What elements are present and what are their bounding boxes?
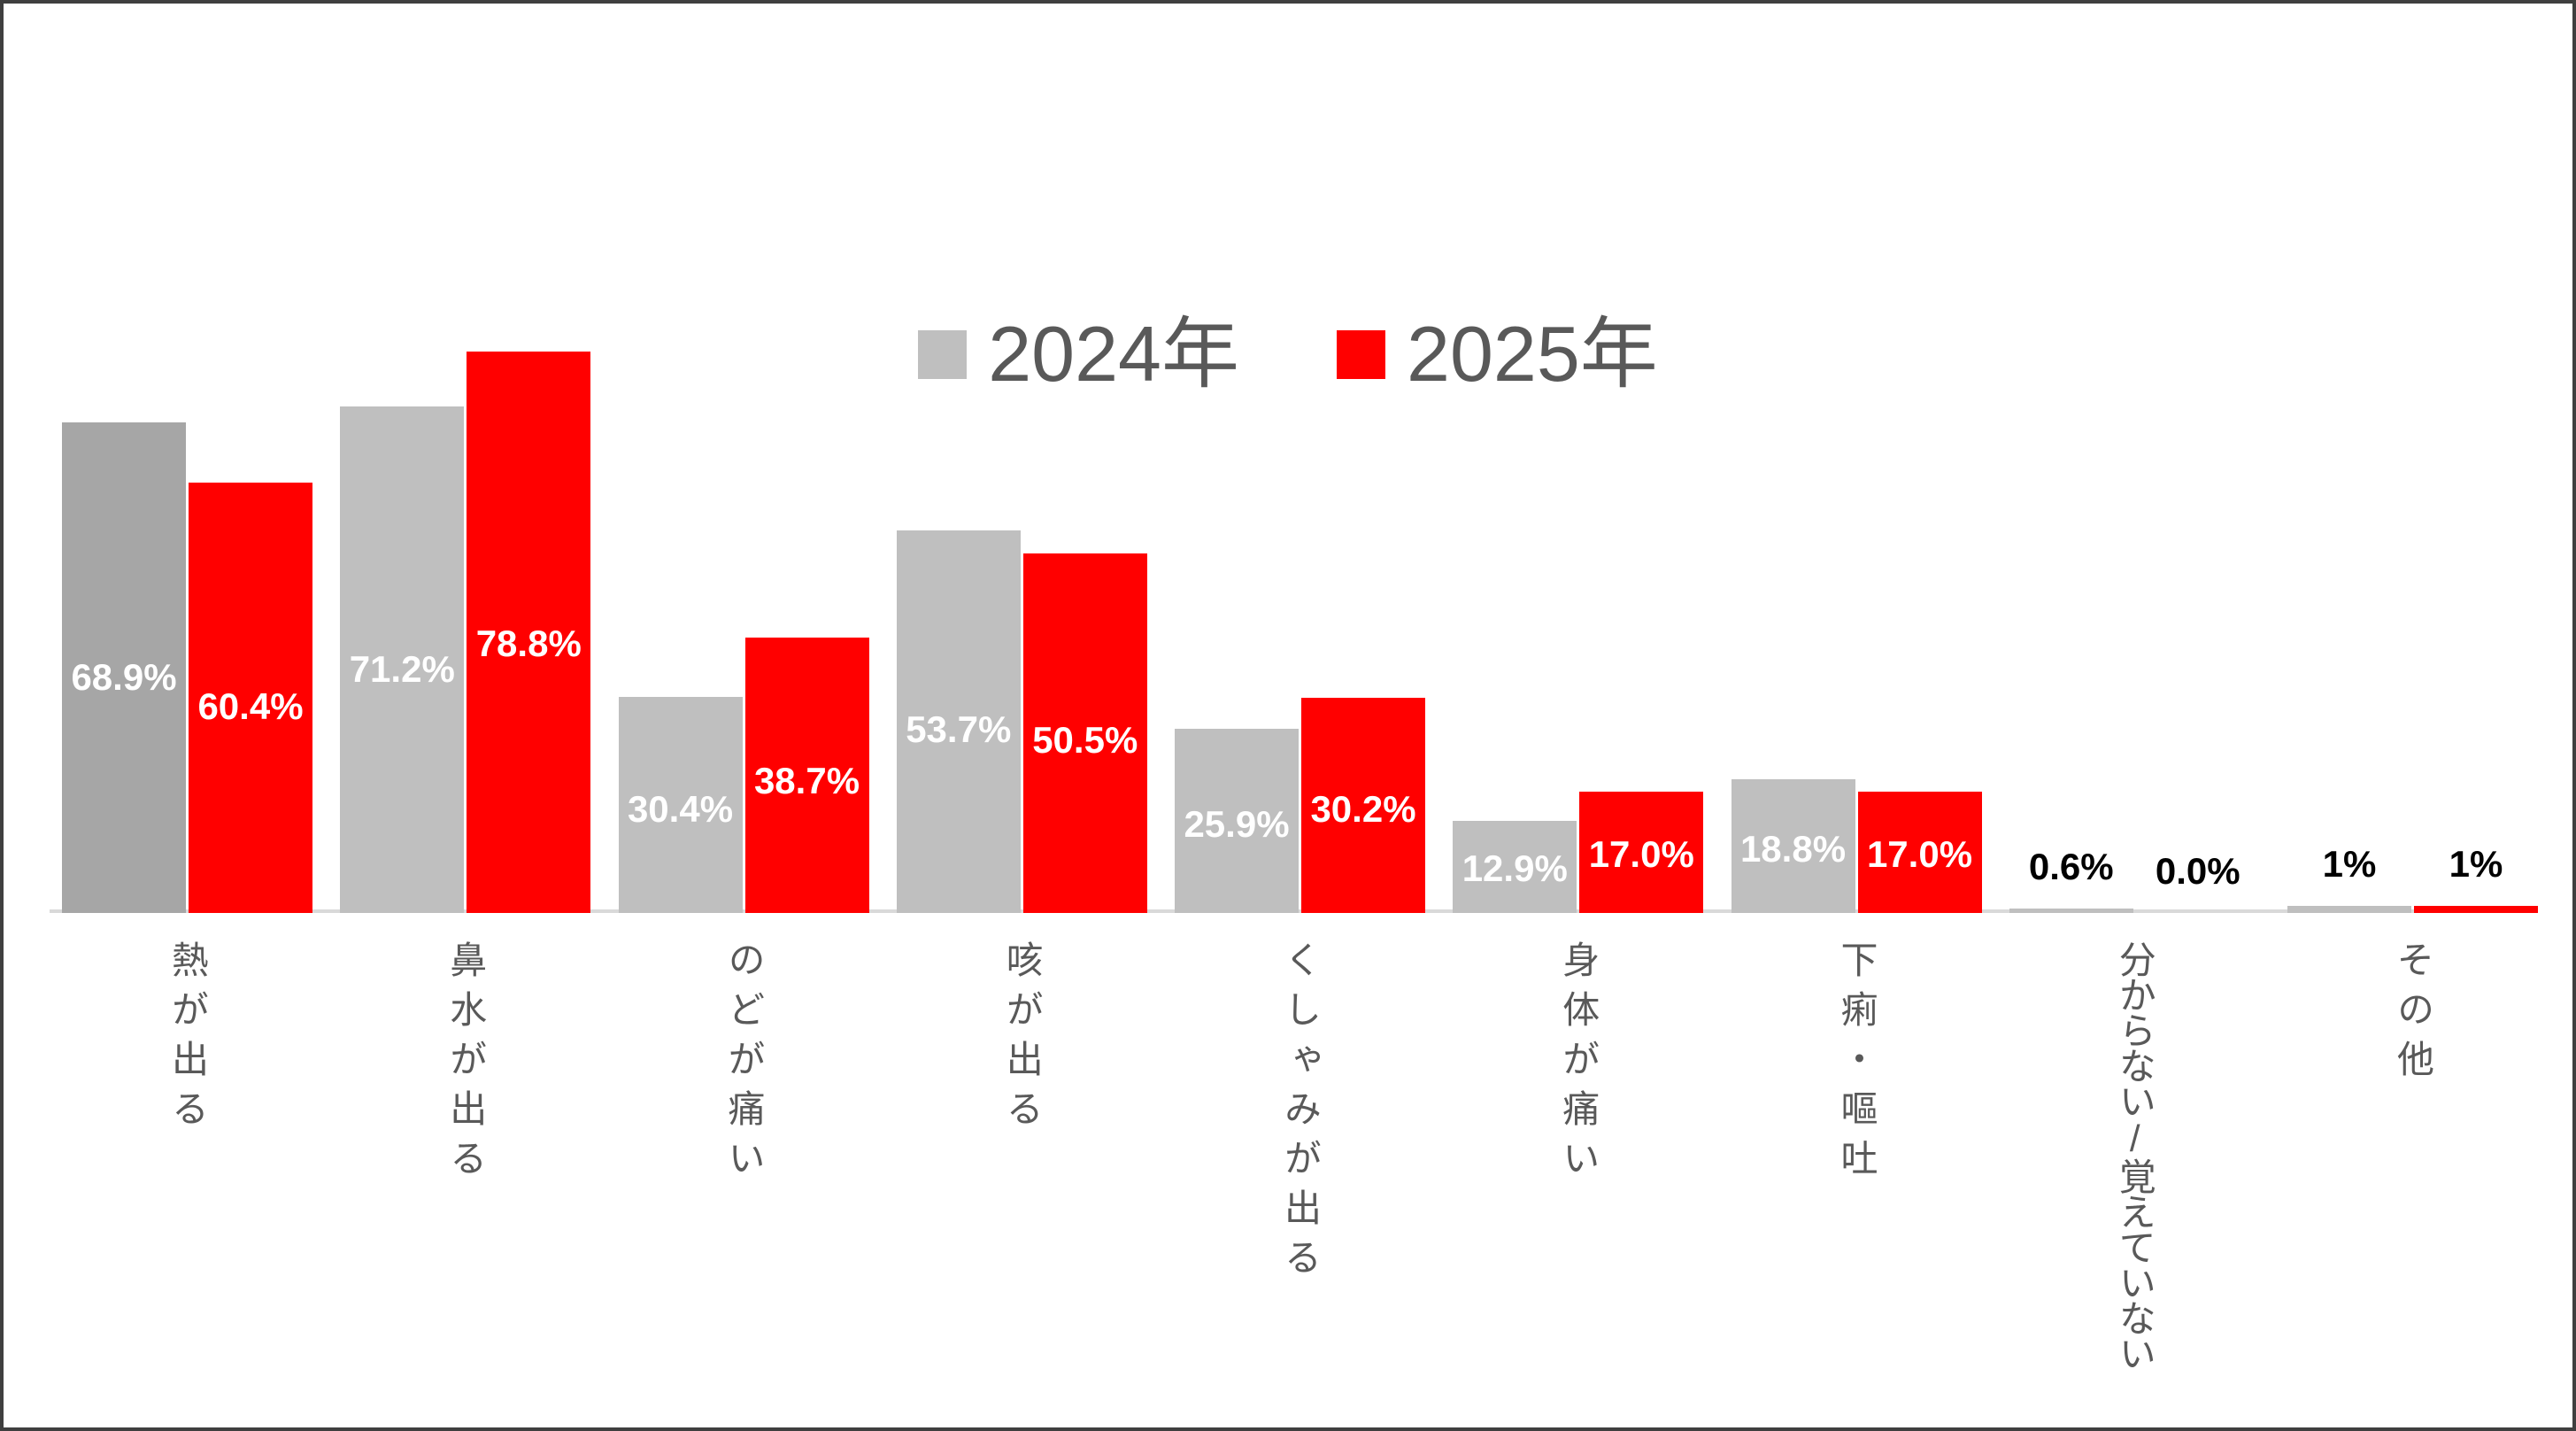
category-cell: 下痢・嘔吐 [1731,940,1982,1370]
legend-label-2024: 2024年 [988,310,1239,398]
bar-2024: 1% [2287,846,2411,913]
category-label: 分からない/覚えていない [2114,940,2156,1370]
value-label: 0.0% [2155,850,2241,892]
bar-2024: 68.9% [62,422,186,913]
category-group: 30.4% 38.7% [618,638,869,913]
value-label: 71.2% [349,648,455,691]
bar-2025: 78.8% [467,352,591,913]
category-label: その他 [2392,940,2434,1089]
bar-2025: 17.0% [1579,792,1704,913]
category-group: 71.2% 78.8% [340,352,591,913]
value-label: 68.9% [71,656,177,699]
category-cell: その他 [2287,940,2538,1370]
category-label: 鼻水が出る [444,940,487,1188]
category-group: 0.6% 0.0% [2009,848,2260,913]
category-cell: 咳が出る [897,940,1147,1370]
category-group: 25.9% 30.2% [1175,698,1425,913]
value-label: 30.2% [1310,788,1416,831]
category-group: 1% 1% [2287,846,2538,913]
bar-2024: 0.6% [2009,848,2133,913]
legend-swatch-2024 [918,329,968,379]
value-label: 1% [2322,843,2377,885]
category-label: 熱が出る [166,940,209,1139]
category-cell: 熱が出る [62,940,312,1370]
value-label: 12.9% [1462,847,1568,890]
category-cell: 分からない/覚えていない [2009,940,2260,1370]
value-label: 1% [2449,843,2503,885]
category-label: 咳が出る [1001,940,1044,1139]
category-label: くしゃみが出る [1279,940,1322,1288]
value-label: 50.5% [1032,719,1138,762]
bar-2025: 50.5% [1022,553,1147,913]
category-cell: 身体が痛い [1453,940,1703,1370]
bar-groups: 68.9% 60.4% 71.2% 78.8% 30.4% 38.7% 53.7% 50.5%… [62,4,2538,913]
value-label: 0.6% [2028,846,2114,887]
bar-2024: 30.4% [618,697,743,913]
bar-2025: 17.0% [1857,792,1982,913]
category-label: 身体が痛い [1557,940,1600,1188]
bar-2025: 1% [2414,846,2538,913]
bar-2024: 71.2% [340,406,465,913]
value-label: 38.7% [753,759,860,801]
bar-2024: 25.9% [1175,729,1299,913]
value-label: 17.0% [1866,833,1973,876]
value-label: 17.0% [1588,833,1694,876]
category-axis-labels: 熱が出る 鼻水が出る のどが痛い 咳が出る くしゃみが出る 身体が痛い 下痢・嘔吐 分からない… [62,940,2538,1370]
category-group: 53.7% 50.5% [896,530,1147,913]
value-label: 30.4% [627,787,734,830]
bar-2024: 18.8% [1731,779,1855,913]
bar-2024: 53.7% [896,530,1021,913]
value-label: 18.8% [1739,827,1847,870]
bar-2025: 60.4% [189,483,312,913]
value-label: 78.8% [475,622,582,664]
category-cell: 鼻水が出る [340,940,590,1370]
value-label: 25.9% [1184,803,1290,846]
bar-2025: 38.7% [744,638,869,913]
legend-item-2025: 2025年 [1337,315,1658,393]
category-label: のどが痛い [723,940,765,1188]
legend-item-2024: 2024年 [918,315,1239,393]
value-label: 53.7% [906,708,1012,750]
category-cell: くしゃみが出る [1175,940,1425,1370]
category-cell: のどが痛い [619,940,869,1370]
category-group: 12.9% 17.0% [1453,792,1704,913]
bar-2024: 12.9% [1453,821,1577,913]
plot-area: 68.9% 60.4% 71.2% 78.8% 30.4% 38.7% 53.7% 50.5%… [4,4,2572,1427]
bar-2025: 30.2% [1301,698,1425,913]
category-group: 18.8% 17.0% [1731,779,1982,913]
category-group: 68.9% 60.4% [62,422,312,913]
legend-swatch-2025 [1337,329,1385,379]
legend-label-2025: 2025年 [1407,310,1658,398]
category-label: 下痢・嘔吐 [1836,940,1878,1188]
chart-legend: 2024年 2025年 [4,315,2572,393]
value-label: 60.4% [197,685,304,727]
